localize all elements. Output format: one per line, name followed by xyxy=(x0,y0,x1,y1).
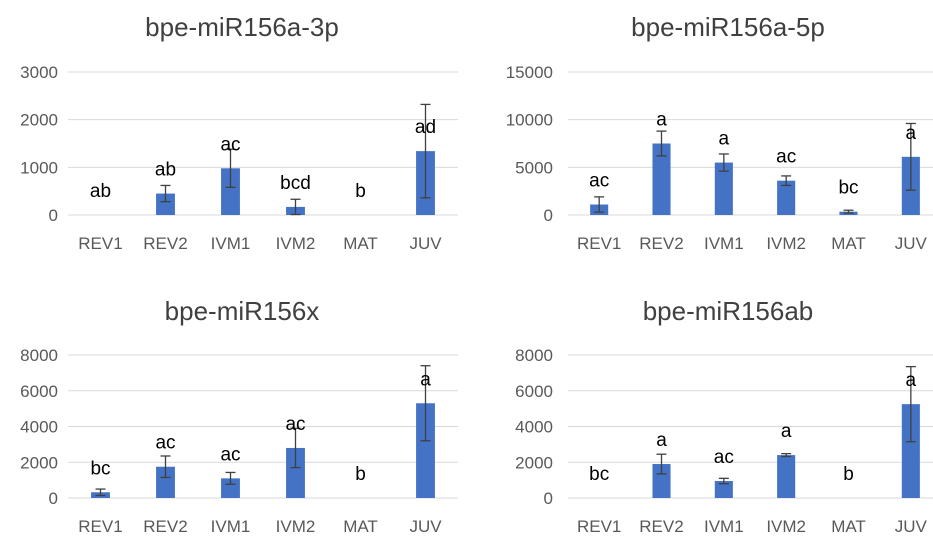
data-label: a xyxy=(719,129,730,150)
data-label: a xyxy=(906,370,917,391)
data-label: a xyxy=(781,421,792,442)
x-tick-label: JUV xyxy=(409,234,442,253)
y-tick-label: 0 xyxy=(49,206,58,225)
y-tick-label: 10000 xyxy=(506,111,553,130)
bar xyxy=(652,464,671,498)
data-label: a xyxy=(656,110,667,131)
x-tick-label: MAT xyxy=(831,234,866,253)
chart-title: bpe-miR156x xyxy=(165,296,320,326)
y-tick-label: 4000 xyxy=(515,418,553,437)
data-label: bc xyxy=(90,458,110,479)
chart-panel-4: bpe-miR156ab 0 2000 4000 6000 8000 bc REV1 a REV2… xyxy=(515,296,933,536)
x-tick-label: REV1 xyxy=(78,234,122,253)
data-label: a xyxy=(656,430,667,451)
y-tick-label: 3000 xyxy=(20,63,58,82)
x-tick-label: JUV xyxy=(895,517,928,536)
x-tick-label: MAT xyxy=(343,234,378,253)
y-tick-label: 8000 xyxy=(515,346,553,365)
chart-panel-3: bpe-miR156x 0 2000 4000 6000 8000 bc REV1 ac REV2… xyxy=(20,296,458,536)
data-label: ad xyxy=(415,117,436,138)
data-label: ac xyxy=(589,171,609,192)
data-label: a xyxy=(420,369,431,390)
y-tick-label: 5000 xyxy=(515,158,553,177)
data-label: ac xyxy=(220,444,240,465)
bar xyxy=(156,193,175,215)
data-label: b xyxy=(355,464,366,485)
data-label: ac xyxy=(220,134,240,155)
chart-title: bpe-miR156a-5p xyxy=(631,12,825,42)
data-label: b xyxy=(843,464,854,485)
data-label: ac xyxy=(285,414,305,435)
x-tick-label: IVM2 xyxy=(276,234,316,253)
bar xyxy=(156,466,175,498)
x-tick-label: REV2 xyxy=(143,234,187,253)
x-tick-label: MAT xyxy=(343,517,378,536)
chart-title: bpe-miR156a-3p xyxy=(145,12,339,42)
bar xyxy=(221,168,240,215)
y-tick-label: 0 xyxy=(49,489,58,508)
y-tick-label: 2000 xyxy=(515,453,553,472)
y-tick-label: 0 xyxy=(544,206,553,225)
bar xyxy=(652,143,671,215)
y-tick-label: 2000 xyxy=(20,453,58,472)
data-label: b xyxy=(355,181,366,202)
x-tick-label: IVM1 xyxy=(211,234,251,253)
x-tick-label: IVM2 xyxy=(766,234,806,253)
bar xyxy=(416,403,435,498)
data-label: bc xyxy=(838,178,858,199)
x-tick-label: JUV xyxy=(409,517,442,536)
chart-title: bpe-miR156ab xyxy=(643,296,814,326)
x-tick-label: REV2 xyxy=(143,517,187,536)
x-tick-label: IVM2 xyxy=(766,517,806,536)
data-label: ac xyxy=(155,433,175,454)
x-tick-label: JUV xyxy=(895,234,928,253)
y-tick-label: 2000 xyxy=(20,111,58,130)
y-tick-label: 15000 xyxy=(506,63,553,82)
x-tick-label: IVM1 xyxy=(704,517,744,536)
data-label: bc xyxy=(589,464,609,485)
x-tick-label: IVM2 xyxy=(276,517,316,536)
bar xyxy=(286,447,305,498)
bar xyxy=(221,478,240,498)
chart-panel-1: bpe-miR156a-3p 0 1000 2000 3000 ab REV1 ab REV2 a… xyxy=(20,12,458,253)
x-tick-label: REV2 xyxy=(639,234,683,253)
x-tick-label: MAT xyxy=(831,517,866,536)
y-tick-label: 1000 xyxy=(20,158,58,177)
x-tick-label: REV2 xyxy=(639,517,683,536)
y-tick-label: 6000 xyxy=(20,382,58,401)
data-label: ab xyxy=(90,181,111,202)
bar xyxy=(714,481,733,498)
x-tick-label: IVM1 xyxy=(704,234,744,253)
x-tick-label: REV1 xyxy=(577,234,621,253)
bar xyxy=(777,455,796,498)
data-label: ac xyxy=(776,147,796,168)
y-tick-label: 6000 xyxy=(515,382,553,401)
x-tick-label: REV1 xyxy=(78,517,122,536)
bar xyxy=(901,404,920,498)
bar xyxy=(777,180,796,215)
data-label: ac xyxy=(714,447,734,468)
y-tick-label: 4000 xyxy=(20,418,58,437)
data-label: a xyxy=(906,123,917,144)
bar xyxy=(714,162,733,215)
y-tick-label: 8000 xyxy=(20,346,58,365)
data-label: bcd xyxy=(280,173,311,194)
chart-panel-2: bpe-miR156a-5p 0 5000 10000 15000 ac REV1 a REV2… xyxy=(506,12,933,253)
x-tick-label: REV1 xyxy=(577,517,621,536)
data-label: ab xyxy=(155,160,176,181)
y-tick-label: 0 xyxy=(544,489,553,508)
x-tick-label: IVM1 xyxy=(211,517,251,536)
